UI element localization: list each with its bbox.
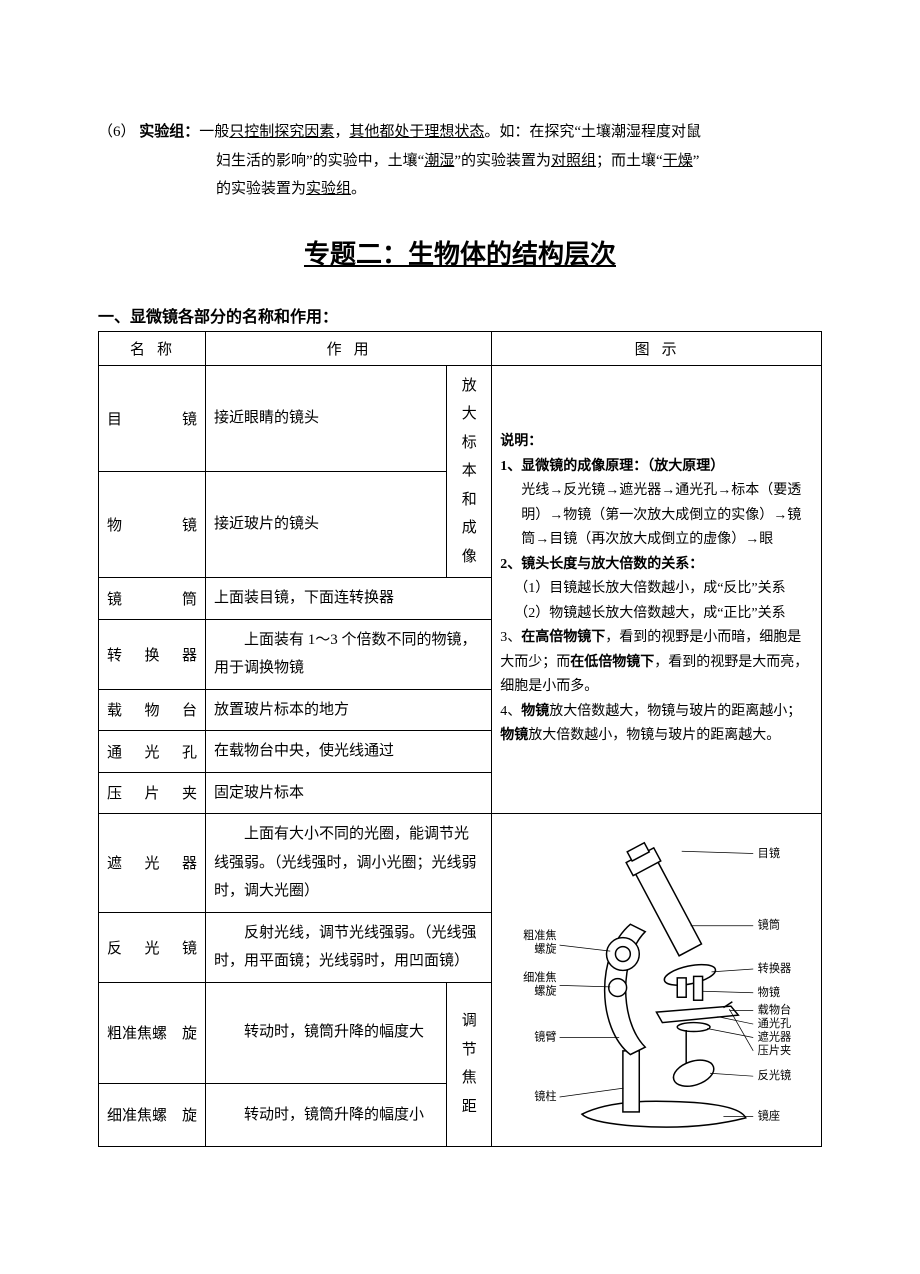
lbl-arm: 镜臂 bbox=[534, 1029, 556, 1043]
intro-u6: 实验组 bbox=[306, 181, 351, 197]
notes-head: 说明： bbox=[500, 430, 813, 455]
intro-u1: 只控制探究因素 bbox=[229, 124, 334, 140]
fn-aperture: 在载物台中央，使光线通过 bbox=[206, 731, 492, 773]
notes-3d: 在低倍物镜下 bbox=[570, 655, 654, 670]
lbl-coarse-1: 粗准焦 bbox=[523, 929, 556, 942]
intro-t6: ；而土壤“ bbox=[596, 153, 663, 169]
lbl-eyepiece: 目镜 bbox=[758, 846, 780, 860]
name-coarse: 粗准焦螺 旋 bbox=[99, 982, 206, 1083]
notes-3a: 3、 bbox=[500, 630, 521, 645]
notes-4e: 放大倍数越小，物镜与玻片的距离越大。 bbox=[528, 728, 780, 743]
diagram-cell: 粗准焦 螺旋 细准焦 螺旋 镜臂 镜柱 目镜 镜筒 转换器 物镜 载物台 通光孔… bbox=[492, 814, 822, 1147]
notes-4d: 物镜 bbox=[500, 728, 528, 743]
intro-t1: 一般 bbox=[199, 124, 229, 140]
lbl-coarse-2: 螺旋 bbox=[534, 942, 556, 956]
section-1-label: 一、显微镜各部分的名称和作用： bbox=[98, 303, 822, 327]
intro-t3: 。如：在探究“土壤潮湿程度对鼠 bbox=[484, 124, 701, 140]
microscope-table: 名称 作用 图示 目 镜 接近眼睛的镜头 放大标本和成像 说明： 1、显微镜的成… bbox=[98, 331, 822, 1148]
fn-objective: 接近玻片的镜头 bbox=[206, 471, 447, 577]
fn-stage: 放置玻片标本的地方 bbox=[206, 689, 492, 731]
intro-label: 实验组： bbox=[139, 124, 199, 140]
th-function: 作用 bbox=[206, 331, 492, 365]
fn-coarse: 转动时，镜筒升降的幅度大 bbox=[206, 982, 447, 1083]
fn-focus: 调节焦距 bbox=[447, 982, 492, 1147]
microscope-diagram: 粗准焦 螺旋 细准焦 螺旋 镜臂 镜柱 目镜 镜筒 转换器 物镜 载物台 通光孔… bbox=[500, 820, 813, 1140]
th-figure: 图示 bbox=[492, 331, 822, 365]
th-name: 名称 bbox=[99, 331, 206, 365]
intro-u4: 对照组 bbox=[551, 153, 596, 169]
lbl-stage: 载物台 bbox=[758, 1003, 791, 1017]
notes-3: 3、在高倍物镜下，看到的视野是小而暗，细胞是大而少；而在低倍物镜下，看到的视野是… bbox=[500, 626, 813, 700]
fn-diaphragm: 上面有大小不同的光圈，能调节光线强弱。（光线强时，调小光圈；光线弱时，调大光圈） bbox=[206, 814, 492, 913]
name-tube: 镜 筒 bbox=[99, 578, 206, 620]
lbl-aperture: 通光孔 bbox=[758, 1016, 791, 1030]
notes-1b: 光线→反光镜→遮光器→通光孔→标本（要透明）→物镜（第一次放大成倒立的实像）→镜… bbox=[500, 479, 813, 553]
lbl-mirror: 反光镜 bbox=[758, 1068, 791, 1082]
notes-1a: 1、显微镜的成像原理：（放大原理） bbox=[500, 459, 724, 474]
name-diaphragm: 遮光器 bbox=[99, 814, 206, 913]
intro-paragraph: （6） 实验组：一般只控制探究因素，其他都处于理想状态。如：在探究“土壤潮湿程度… bbox=[98, 118, 822, 204]
intro-t8: 的实验装置为 bbox=[216, 181, 306, 197]
name-clip: 压片夹 bbox=[99, 772, 206, 814]
lbl-fine-2: 螺旋 bbox=[534, 983, 556, 997]
name-objective: 物 镜 bbox=[99, 471, 206, 577]
notes-4b: 物镜 bbox=[521, 704, 549, 719]
page: （6） 实验组：一般只控制探究因素，其他都处于理想状态。如：在探究“土壤潮湿程度… bbox=[0, 0, 920, 1274]
intro-t2: ， bbox=[334, 124, 349, 140]
name-aperture: 通光孔 bbox=[99, 731, 206, 773]
intro-line2: 妇生活的影响”的实验中，土壤“潮湿”的实验装置为对照组；而土壤“干燥” bbox=[98, 147, 822, 176]
fn-tube: 上面装目镜，下面连转换器 bbox=[206, 578, 492, 620]
notes-4c: 放大倍数越大，物镜与玻片的距离越小； bbox=[549, 704, 801, 719]
fn-revolver: 上面装有 1～3 个倍数不同的物镜，用于调换物镜 bbox=[206, 619, 492, 689]
lbl-fine-1: 细准焦 bbox=[523, 971, 556, 984]
lbl-objective: 物镜 bbox=[758, 985, 780, 999]
notes-4: 4、物镜放大倍数越大，物镜与玻片的距离越小；物镜放大倍数越小，物镜与玻片的距离越… bbox=[500, 700, 813, 749]
lbl-tube: 镜筒 bbox=[758, 918, 780, 932]
notes-4a: 4、 bbox=[500, 704, 521, 719]
table-header-row: 名称 作用 图示 bbox=[99, 331, 822, 365]
row-eyepiece: 目 镜 接近眼睛的镜头 放大标本和成像 说明： 1、显微镜的成像原理：（放大原理… bbox=[99, 365, 822, 471]
notes-2b: （1）目镜越长放大倍数越小，成“反比”关系 bbox=[500, 577, 813, 602]
notes-3b: 在高倍物镜下 bbox=[521, 630, 605, 645]
lbl-pillar: 镜柱 bbox=[534, 1089, 556, 1103]
intro-t7: ” bbox=[693, 153, 700, 169]
notes-2a: 2、镜头长度与放大倍数的关系： bbox=[500, 553, 813, 578]
lbl-clip: 压片夹 bbox=[758, 1044, 791, 1057]
intro-t4: 妇生活的影响”的实验中，土壤“ bbox=[216, 153, 424, 169]
intro-u2: 其他都处于理想状态 bbox=[349, 124, 484, 140]
name-eyepiece: 目 镜 bbox=[99, 365, 206, 471]
lbl-revolver: 转换器 bbox=[758, 961, 791, 975]
fn-fine: 转动时，镜筒升降的幅度小 bbox=[206, 1083, 447, 1147]
fn-clip: 固定玻片标本 bbox=[206, 772, 492, 814]
intro-u5: 干燥 bbox=[663, 153, 693, 169]
fn-mirror: 反射光线，调节光线强弱。（光线强时，用平面镜；光线弱时，用凹面镜） bbox=[206, 912, 492, 982]
notes-cell: 说明： 1、显微镜的成像原理：（放大原理） 光线→反光镜→遮光器→通光孔→标本（… bbox=[492, 365, 822, 814]
name-revolver: 转换器 bbox=[99, 619, 206, 689]
notes-2c: （2）物镜越长放大倍数越大，成“正比”关系 bbox=[500, 602, 813, 627]
lbl-diaphragm: 遮光器 bbox=[758, 1029, 791, 1043]
fn-magnify: 放大标本和成像 bbox=[447, 365, 492, 578]
intro-line3: 的实验装置为实验组。 bbox=[98, 175, 822, 204]
intro-t9: 。 bbox=[351, 181, 366, 197]
topic-title: 专题二：生物体的结构层次 bbox=[98, 234, 822, 271]
intro-u3: 潮湿 bbox=[424, 153, 454, 169]
name-stage: 载物台 bbox=[99, 689, 206, 731]
intro-number: （6） bbox=[98, 118, 136, 147]
fn-eyepiece: 接近眼睛的镜头 bbox=[206, 365, 447, 471]
name-mirror: 反光镜 bbox=[99, 912, 206, 982]
name-fine: 细准焦螺 旋 bbox=[99, 1083, 206, 1147]
intro-t5: ”的实验装置为 bbox=[454, 153, 551, 169]
lbl-base: 镜座 bbox=[758, 1108, 780, 1122]
row-diaphragm: 遮光器 上面有大小不同的光圈，能调节光线强弱。（光线强时，调小光圈；光线弱时，调… bbox=[99, 814, 822, 913]
